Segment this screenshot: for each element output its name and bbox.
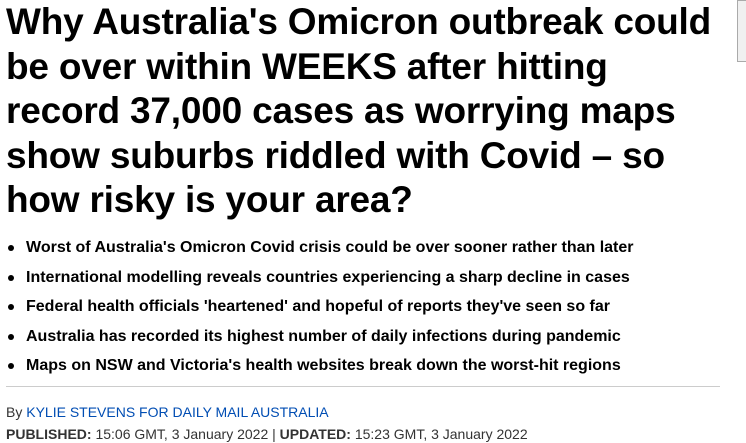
byline: By KYLIE STEVENS FOR DAILY MAIL AUSTRALI… bbox=[6, 404, 329, 420]
published-label: PUBLISHED: bbox=[6, 426, 92, 442]
bullet: Maps on NSW and Victoria's health websit… bbox=[0, 351, 740, 381]
divider bbox=[6, 386, 720, 387]
separator: | bbox=[272, 426, 276, 442]
updated-time: 15:23 GMT, 3 January 2022 bbox=[354, 426, 528, 442]
scrollbar[interactable] bbox=[737, 0, 746, 62]
author-link[interactable]: KYLIE STEVENS FOR DAILY MAIL AUSTRALIA bbox=[26, 404, 329, 420]
bullet: Worst of Australia's Omicron Covid crisi… bbox=[0, 233, 740, 263]
bullet: Australia has recorded its highest numbe… bbox=[0, 322, 740, 352]
updated-label: UPDATED: bbox=[279, 426, 351, 442]
bullet-list: Worst of Australia's Omicron Covid crisi… bbox=[0, 233, 740, 381]
byline-prefix: By bbox=[6, 404, 23, 420]
dates: PUBLISHED: 15:06 GMT, 3 January 2022 | U… bbox=[6, 426, 528, 442]
published-time: 15:06 GMT, 3 January 2022 bbox=[95, 426, 269, 442]
bullet: International modelling reveals countrie… bbox=[0, 263, 740, 293]
bullet: Federal health officials 'heartened' and… bbox=[0, 292, 740, 322]
headline: Why Australia's Omicron outbreak could b… bbox=[6, 1, 712, 220]
